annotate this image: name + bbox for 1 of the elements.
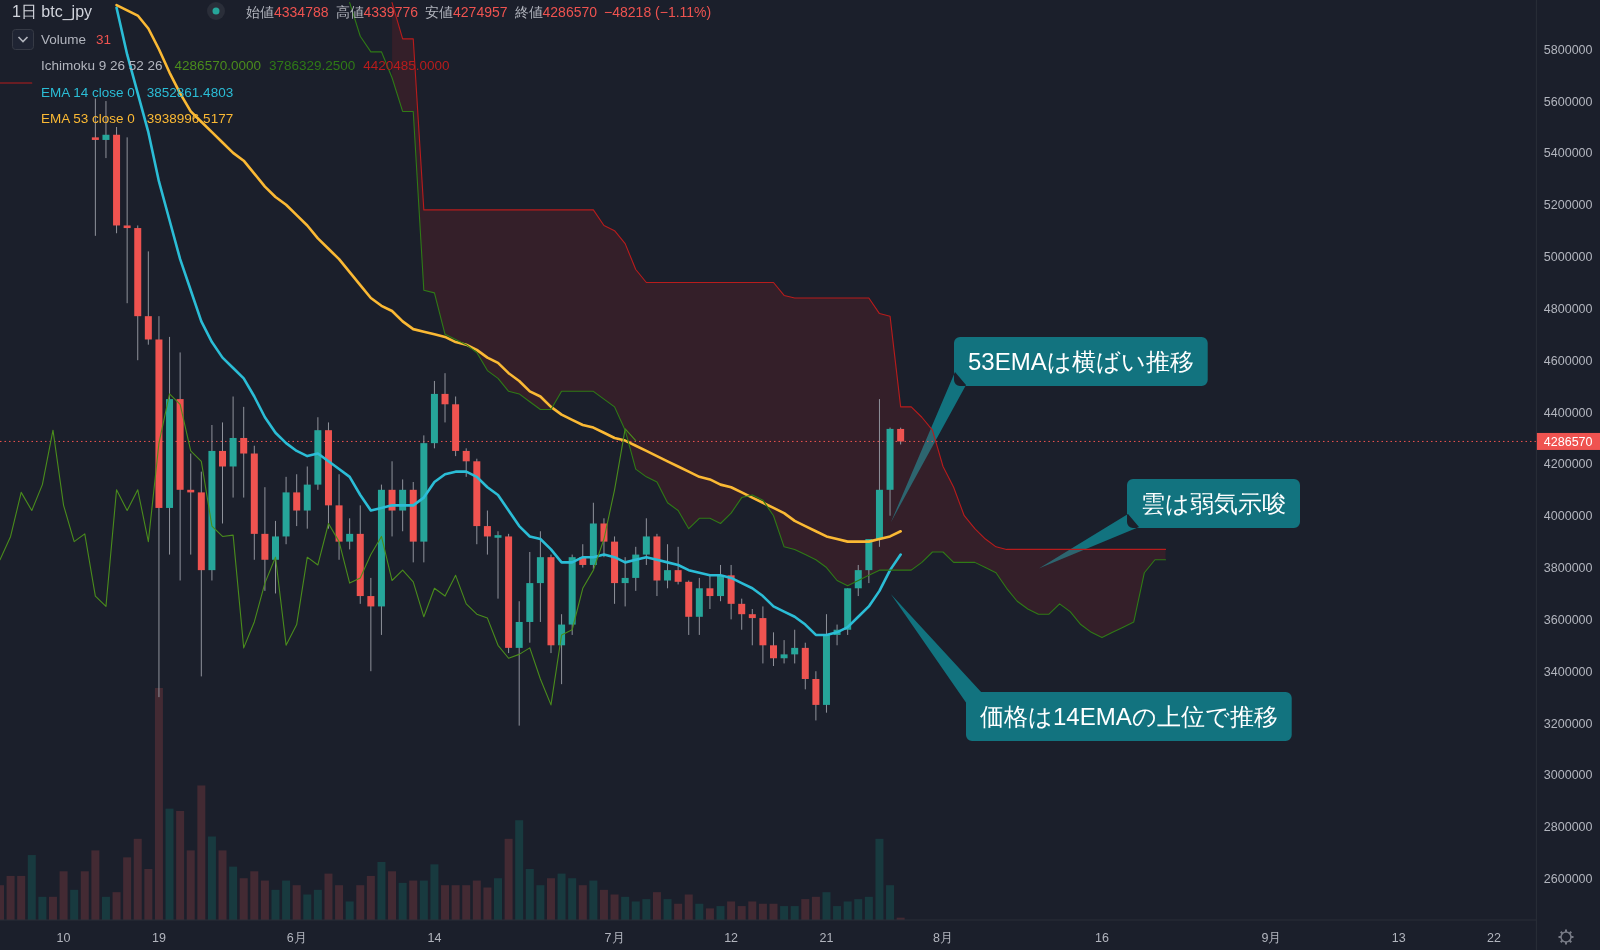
title: 1日 btc_jpy — [12, 3, 93, 20]
